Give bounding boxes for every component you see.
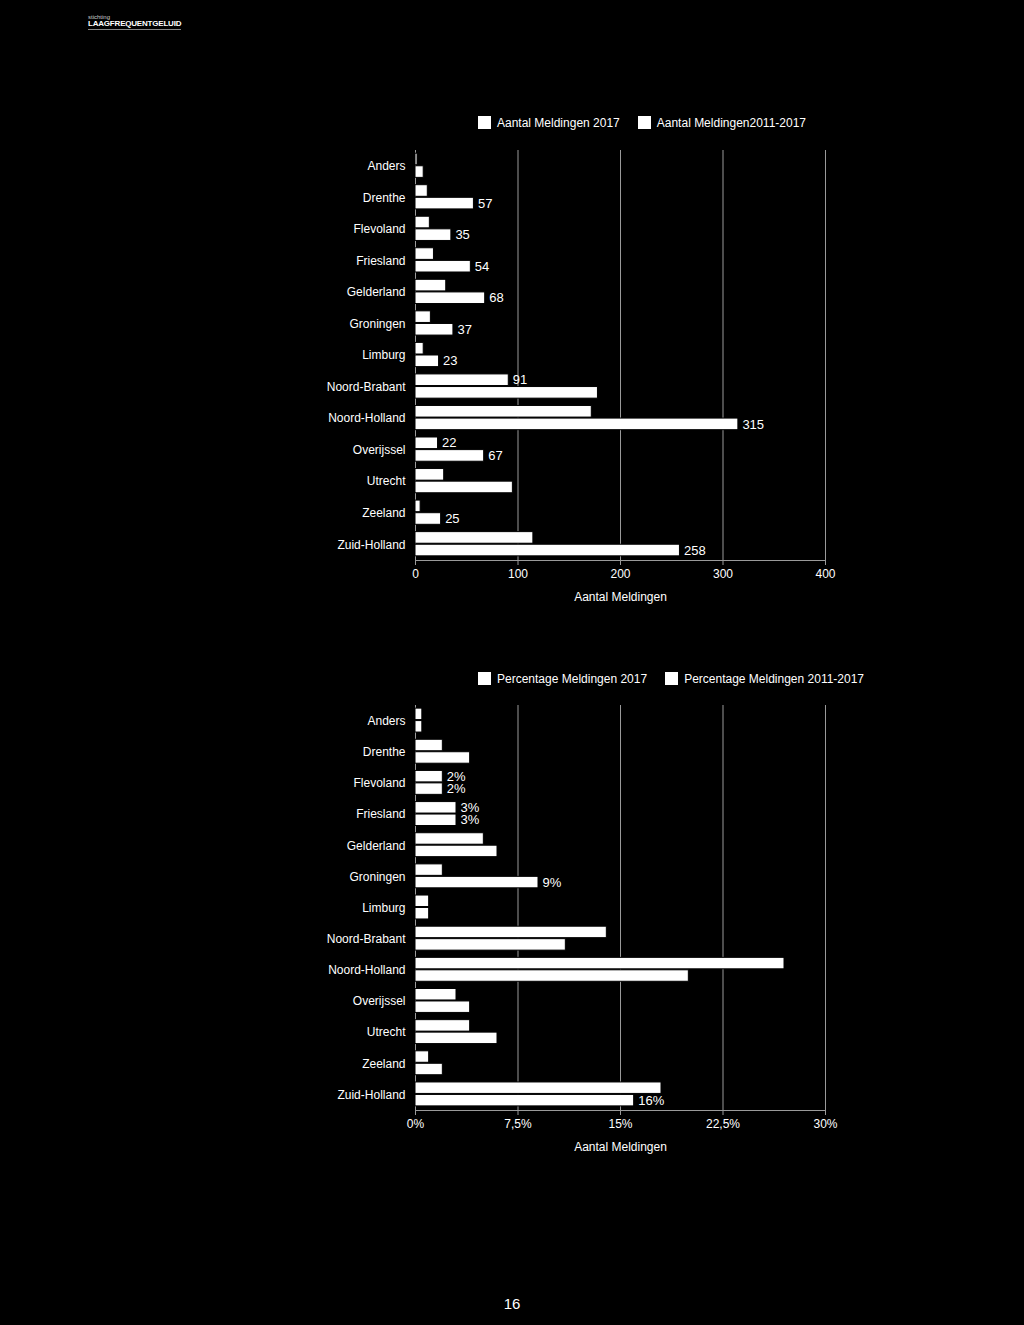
svg-text:Friesland: Friesland bbox=[356, 254, 405, 268]
svg-text:25: 25 bbox=[445, 511, 459, 526]
svg-text:Utrecht: Utrecht bbox=[367, 474, 406, 488]
svg-text:23: 23 bbox=[443, 353, 457, 368]
svg-text:200: 200 bbox=[610, 567, 630, 581]
html-text:16: 16 bbox=[503, 1295, 521, 1312]
svg-text:Overijssel: Overijssel bbox=[353, 994, 406, 1008]
svg-text:67: 67 bbox=[488, 448, 502, 463]
svg-text:0%: 0% bbox=[407, 1117, 425, 1131]
svg-text:Zuid-Holland: Zuid-Holland bbox=[337, 1088, 405, 1102]
svg-text:22: 22 bbox=[442, 435, 456, 450]
html-text:stichting: stichting bbox=[88, 14, 110, 20]
svg-text:Zeeland: Zeeland bbox=[362, 506, 405, 520]
svg-text:Noord-Brabant: Noord-Brabant bbox=[327, 380, 406, 394]
svg-text:Limburg: Limburg bbox=[362, 901, 405, 915]
svg-text:300: 300 bbox=[713, 567, 733, 581]
svg-text:Gelderland: Gelderland bbox=[347, 839, 406, 853]
svg-text:30%: 30% bbox=[813, 1117, 837, 1131]
html-text:Percentage Meldingen 2017: Percentage Meldingen 2017 bbox=[497, 671, 648, 686]
svg-text:15%: 15% bbox=[608, 1117, 632, 1131]
svg-text:Drenthe: Drenthe bbox=[363, 191, 406, 205]
svg-text:57: 57 bbox=[478, 196, 492, 211]
html-text:Percentage Meldingen 2011-2017: Percentage Meldingen 2011-2017 bbox=[684, 671, 864, 686]
svg-text:Drenthe: Drenthe bbox=[363, 745, 406, 759]
svg-text:Overijssel: Overijssel bbox=[353, 443, 406, 457]
svg-text:Flevoland: Flevoland bbox=[353, 776, 405, 790]
svg-text:22,5%: 22,5% bbox=[706, 1117, 740, 1131]
svg-text:0: 0 bbox=[412, 567, 419, 581]
svg-text:9%: 9% bbox=[543, 875, 562, 890]
svg-text:Utrecht: Utrecht bbox=[367, 1025, 406, 1039]
html-text:Aantal Meldingen2011-2017: Aantal Meldingen2011-2017 bbox=[656, 115, 806, 130]
svg-text:Noord-Brabant: Noord-Brabant bbox=[327, 932, 406, 946]
svg-text:Groningen: Groningen bbox=[349, 870, 405, 884]
svg-text:Anders: Anders bbox=[367, 714, 405, 728]
svg-text:2%: 2% bbox=[446, 768, 466, 784]
svg-text:Friesland: Friesland bbox=[356, 807, 405, 821]
svg-text:3%: 3% bbox=[461, 812, 480, 827]
svg-text:68: 68 bbox=[489, 290, 503, 305]
svg-text:Aantal Meldingen: Aantal Meldingen bbox=[574, 590, 667, 604]
svg-text:54: 54 bbox=[475, 259, 489, 274]
svg-text:Zeeland: Zeeland bbox=[362, 1057, 405, 1071]
svg-text:Gelderland: Gelderland bbox=[347, 285, 406, 299]
svg-text:100: 100 bbox=[508, 567, 528, 581]
svg-text:258: 258 bbox=[684, 543, 706, 558]
svg-text:Noord-Holland: Noord-Holland bbox=[328, 963, 405, 977]
svg-text:Aantal Meldingen: Aantal Meldingen bbox=[574, 1140, 667, 1154]
svg-text:Flevoland: Flevoland bbox=[353, 222, 405, 236]
svg-text:Noord-Holland: Noord-Holland bbox=[328, 411, 405, 425]
html-text:LAAGFREQUENTGELUID: LAAGFREQUENTGELUID bbox=[88, 19, 182, 28]
html-text:Aantal Meldingen 2017: Aantal Meldingen 2017 bbox=[497, 115, 620, 130]
svg-text:37: 37 bbox=[457, 322, 471, 337]
svg-text:Groningen: Groningen bbox=[349, 317, 405, 331]
svg-text:2%: 2% bbox=[447, 781, 466, 796]
svg-text:91: 91 bbox=[513, 372, 527, 387]
svg-text:35: 35 bbox=[455, 227, 469, 242]
svg-text:400: 400 bbox=[815, 567, 835, 581]
svg-text:7,5%: 7,5% bbox=[504, 1117, 532, 1131]
svg-text:315: 315 bbox=[742, 417, 764, 432]
svg-text:Anders: Anders bbox=[367, 159, 405, 173]
svg-text:16%: 16% bbox=[638, 1093, 664, 1108]
svg-text:3%: 3% bbox=[460, 800, 480, 815]
svg-text:Zuid-Holland: Zuid-Holland bbox=[337, 538, 405, 552]
svg-text:Limburg: Limburg bbox=[362, 348, 405, 362]
